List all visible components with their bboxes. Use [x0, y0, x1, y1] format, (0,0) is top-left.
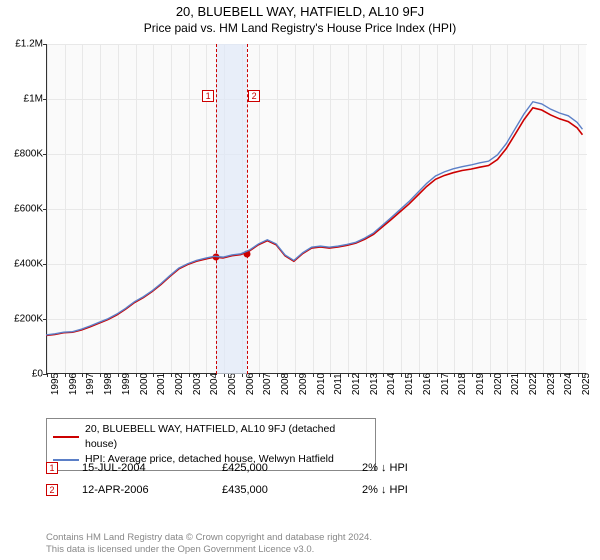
x-tick-label: 2003	[192, 373, 203, 395]
series-property	[46, 108, 582, 336]
x-tick-label: 2016	[422, 373, 433, 395]
x-tick-label: 2011	[333, 373, 344, 395]
x-tick-label: 2022	[528, 373, 539, 395]
x-tick-label: 2008	[280, 373, 291, 395]
x-tick-label: 2014	[386, 373, 397, 395]
x-tick-label: 2018	[457, 373, 468, 395]
y-tick-label: £0	[3, 369, 43, 380]
legend-swatch	[53, 459, 79, 461]
y-tick-label: £600K	[3, 204, 43, 215]
x-tick-label: 2012	[351, 373, 362, 395]
y-tick-label: £1.2M	[3, 39, 43, 50]
x-tick-label: 2021	[510, 373, 521, 395]
x-tick-label: 2006	[245, 373, 256, 395]
transaction-date: 15-JUL-2004	[82, 462, 222, 474]
x-tick-label: 2005	[227, 373, 238, 395]
x-tick-label: 2020	[493, 373, 504, 395]
x-tick-label: 1996	[68, 373, 79, 395]
x-tick-label: 2010	[316, 373, 327, 395]
legend-label: 20, BLUEBELL WAY, HATFIELD, AL10 9FJ (de…	[85, 422, 369, 452]
x-tick-label: 2001	[156, 373, 167, 395]
x-tick-label: 1999	[121, 373, 132, 395]
footer-line-1: Contains HM Land Registry data © Crown c…	[46, 532, 586, 544]
transaction-row: 2 12-APR-2006£435,0002% ↓ HPI	[46, 484, 586, 496]
legend-swatch	[53, 436, 79, 438]
transaction-price: £435,000	[222, 484, 362, 496]
x-tick-label: 1997	[85, 373, 96, 395]
x-tick-label: 1995	[50, 373, 61, 395]
price-chart: £0£200K£400K£600K£800K£1M£1.2M1995199619…	[46, 44, 586, 374]
x-tick-label: 2017	[440, 373, 451, 395]
page-subtitle: Price paid vs. HM Land Registry's House …	[0, 19, 600, 39]
x-tick-label: 2004	[209, 373, 220, 395]
transaction-marker: 1	[46, 462, 58, 474]
transaction-price: £425,000	[222, 462, 362, 474]
transaction-row: 1 15-JUL-2004£425,0002% ↓ HPI	[46, 462, 586, 474]
x-tick-label: 2009	[298, 373, 309, 395]
x-tick-label: 2002	[174, 373, 185, 395]
series-hpi	[46, 102, 582, 335]
transaction-date: 12-APR-2006	[82, 484, 222, 496]
x-tick-label: 2000	[139, 373, 150, 395]
transaction-marker: 2	[46, 484, 58, 496]
y-tick-label: £400K	[3, 259, 43, 270]
x-tick-label: 2019	[475, 373, 486, 395]
x-tick-label: 2023	[546, 373, 557, 395]
y-tick-label: £800K	[3, 149, 43, 160]
x-tick-label: 2015	[404, 373, 415, 395]
x-tick-label: 2007	[262, 373, 273, 395]
footer-attribution: Contains HM Land Registry data © Crown c…	[46, 532, 586, 556]
x-tick-label: 1998	[103, 373, 114, 395]
y-tick-label: £1M	[3, 94, 43, 105]
y-tick-label: £200K	[3, 314, 43, 325]
page-title: 20, BLUEBELL WAY, HATFIELD, AL10 9FJ	[0, 0, 600, 19]
transaction-delta: 2% ↓ HPI	[362, 484, 452, 496]
legend-item: 20, BLUEBELL WAY, HATFIELD, AL10 9FJ (de…	[53, 422, 369, 452]
x-tick-label: 2013	[369, 373, 380, 395]
footer-line-2: This data is licensed under the Open Gov…	[46, 544, 586, 556]
x-tick-label: 2025	[581, 373, 592, 395]
transaction-delta: 2% ↓ HPI	[362, 462, 452, 474]
x-tick-label: 2024	[563, 373, 574, 395]
